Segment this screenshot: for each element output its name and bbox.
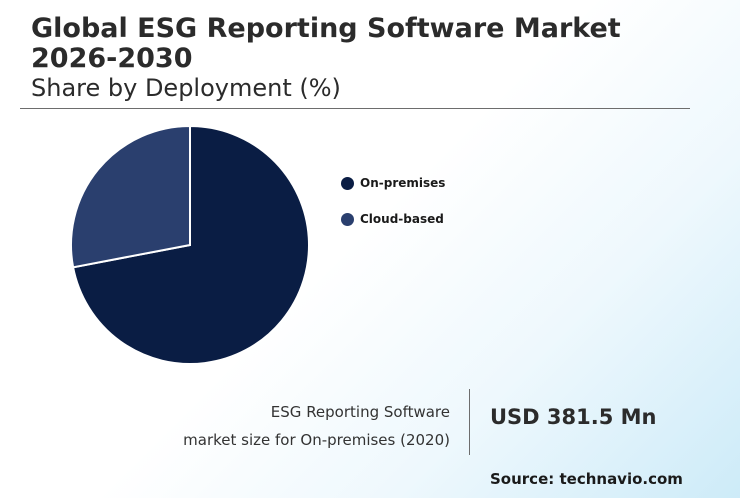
chart-title: Global ESG Reporting Software Market 202…	[31, 13, 621, 74]
market-size-value: USD 381.5 Mn	[490, 405, 657, 429]
market-size-caption: ESG Reporting Software market size for O…	[183, 398, 450, 454]
legend-swatch-cloud-based	[341, 212, 354, 226]
chart-subtitle: Share by Deployment (%)	[31, 74, 341, 102]
legend-label-on-premises: On-premises	[360, 176, 446, 190]
title-divider	[20, 108, 690, 109]
legend-swatch-on-premises	[341, 176, 354, 190]
source-credit: Source: technavio.com	[490, 470, 683, 488]
pie-slice-on-premises	[71, 124, 310, 365]
market-size-caption-line1: ESG Reporting Software	[270, 403, 450, 421]
legend-label-cloud-based: Cloud-based	[360, 212, 444, 226]
stat-divider	[469, 389, 470, 455]
chart-legend: On-premises Cloud-based	[341, 175, 445, 247]
legend-item-on-premises: On-premises	[341, 175, 445, 211]
legend-item-cloud-based: Cloud-based	[341, 211, 445, 247]
pie-slice-cloud-based	[70, 124, 191, 269]
market-size-caption-line2: market size for On-premises (2020)	[183, 431, 450, 449]
